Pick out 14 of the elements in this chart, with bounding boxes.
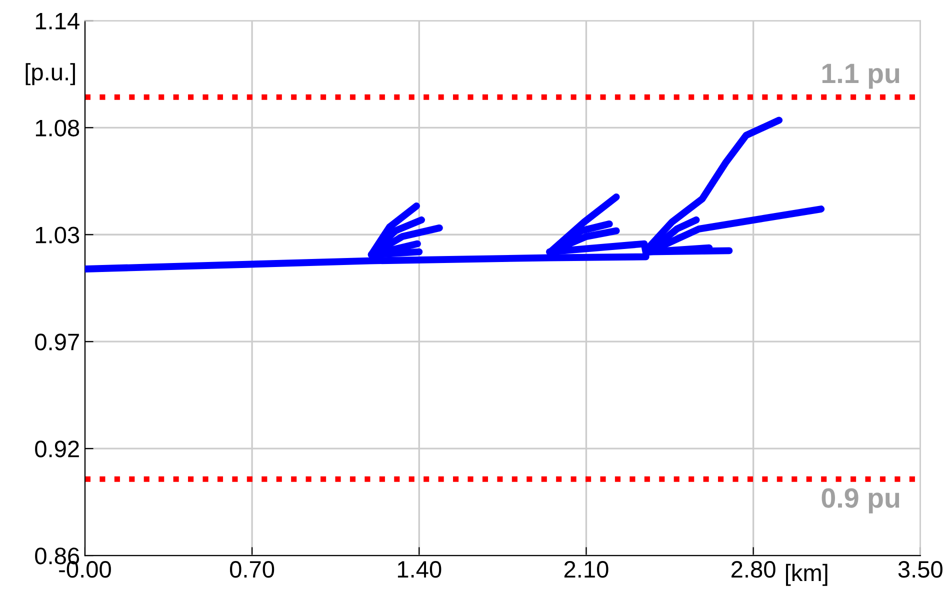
- y-tick-label: 0.92: [35, 440, 79, 458]
- y-tick-label: 1.03: [36, 226, 80, 244]
- y-tick-label: 1.14: [36, 12, 80, 30]
- y-tick-label: 1.08: [36, 120, 80, 136]
- ref-line-label: 0.9 pu: [822, 488, 900, 514]
- x-axis-title: [km]: [786, 564, 828, 586]
- y-axis-title: [p.u.]: [26, 63, 75, 86]
- ref-line-label: 1.1 pu: [822, 64, 900, 89]
- x-tick-label: 1.40: [398, 561, 442, 578]
- y-tick-label: 0.97: [35, 334, 79, 350]
- x-tick-label: 3.50: [898, 561, 942, 578]
- x-tick-label: 2.10: [564, 561, 608, 578]
- x-tick-label: 2.80: [732, 561, 776, 578]
- x-tick-label: 0.70: [230, 561, 274, 578]
